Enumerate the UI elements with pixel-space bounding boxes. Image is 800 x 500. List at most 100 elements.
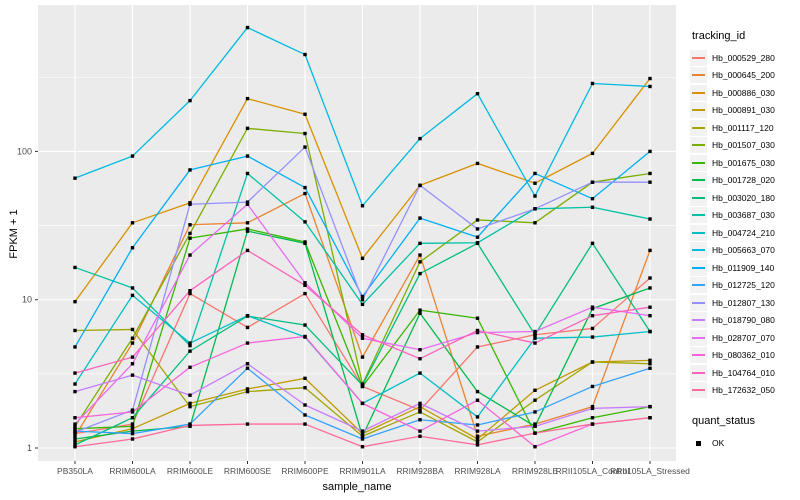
data-point-marker (73, 389, 77, 394)
data-point-marker (418, 434, 422, 438)
data-point-marker (648, 286, 652, 290)
legend-key-swatch (690, 189, 707, 206)
legend-item-Hb_000529_280: Hb_000529_280 (690, 49, 800, 67)
data-point-marker (648, 217, 652, 221)
x-tick-label: RRIM928LE (512, 466, 559, 476)
data-point-marker (130, 431, 135, 436)
data-point-marker (475, 437, 480, 441)
data-point-marker (360, 294, 365, 299)
data-point-marker (130, 408, 135, 412)
data-point-marker (303, 131, 307, 136)
data-point-marker (648, 362, 652, 366)
data-point-marker (188, 423, 192, 428)
data-point-marker (533, 410, 537, 414)
legend-key-swatch (690, 137, 707, 154)
x-tick-label: RRIM600LE (167, 466, 214, 476)
data-point-marker (533, 329, 537, 334)
data-point-marker (303, 112, 307, 116)
ok-square-marker-icon (690, 435, 707, 451)
legend-key-swatch (690, 49, 707, 66)
legend-key-swatch (690, 207, 707, 224)
legend-item-Hb_000645_200: Hb_000645_200 (690, 67, 800, 85)
data-point-marker (590, 360, 595, 364)
data-point-marker (73, 176, 77, 180)
data-point-marker (73, 328, 77, 333)
legend-key-swatch (690, 364, 707, 381)
legend-item-Hb_004724_210: Hb_004724_210 (690, 224, 800, 242)
data-point-marker (73, 416, 77, 420)
data-point-marker (245, 341, 250, 345)
data-point-marker (188, 291, 192, 296)
data-point-marker (245, 314, 250, 318)
x-tick-label: RRIM928BA (396, 466, 444, 476)
x-tick-label: PB350LA (57, 466, 93, 476)
data-point-marker (130, 424, 135, 429)
data-point-marker (533, 431, 537, 435)
data-point-marker (245, 221, 250, 225)
legend-key-swatch (690, 172, 707, 189)
data-point-marker (188, 365, 192, 370)
data-point-marker (303, 283, 307, 288)
legend-item-Hb_018790_080: Hb_018790_080 (690, 312, 800, 330)
legend-key-swatch (690, 67, 707, 84)
data-point-marker (418, 357, 422, 361)
data-point-marker (188, 288, 192, 293)
data-point-marker (648, 305, 652, 309)
data-point-marker (303, 281, 307, 285)
data-point-marker (475, 434, 480, 438)
data-point-marker (418, 401, 422, 406)
legend-key-swatch (690, 119, 707, 136)
data-point-marker (188, 401, 192, 406)
legend-item-Hb_003020_180: Hb_003020_180 (690, 189, 800, 207)
data-point-marker (590, 196, 595, 201)
data-point-marker (533, 207, 537, 211)
x-tick-label: RRIM600LA (109, 466, 156, 476)
x-axis-title: sample_name (322, 481, 392, 493)
data-point-marker (418, 183, 422, 188)
legend-item-Hb_001507_030: Hb_001507_030 (690, 137, 800, 155)
data-point-marker (130, 437, 135, 441)
data-point-marker (648, 404, 652, 409)
legend-items: Hb_000529_280 Hb_000645_200 Hb_000886_030 H… (690, 49, 800, 399)
data-point-marker (590, 335, 595, 339)
data-point-marker (475, 440, 480, 444)
y-tick-label: 10 (22, 295, 32, 305)
x-tick-label: RRIM928LA (454, 466, 501, 476)
legend-key-swatch (690, 382, 707, 399)
data-point-marker (188, 223, 192, 227)
data-point-marker (648, 276, 652, 280)
data-point-marker (418, 429, 422, 433)
data-point-marker (590, 384, 595, 389)
legend-label: Hb_012725_120 (712, 280, 775, 291)
data-point-marker (303, 334, 307, 339)
legend-key-swatch (690, 347, 707, 364)
legend-key-swatch (690, 154, 707, 171)
data-point-marker (245, 200, 250, 204)
data-point-marker (130, 362, 135, 366)
data-point-marker (533, 398, 537, 402)
legend-label-ok: OK (712, 437, 725, 448)
legend-item-Hb_011909_140: Hb_011909_140 (690, 259, 800, 277)
data-point-marker (245, 389, 250, 394)
data-point-marker (303, 376, 307, 381)
data-point-marker (475, 330, 480, 335)
y-tick-label: 100 (17, 146, 32, 156)
data-point-marker (73, 445, 77, 449)
data-point-marker (245, 227, 250, 231)
data-point-marker (188, 168, 192, 172)
data-point-marker (188, 236, 192, 240)
data-point-marker (360, 355, 365, 359)
legend-label: Hb_028707_070 (712, 332, 775, 343)
data-point-marker (590, 416, 595, 420)
data-point-marker (245, 25, 250, 30)
data-point-marker (360, 431, 365, 436)
legend-label: Hb_104764_010 (712, 367, 775, 378)
data-point-marker (303, 220, 307, 224)
legend-item-ok: OK (690, 434, 800, 452)
data-point-marker (303, 413, 307, 417)
data-point-marker (475, 429, 480, 433)
legend-label: Hb_012807_130 (712, 297, 775, 308)
data-point-marker (303, 185, 307, 190)
